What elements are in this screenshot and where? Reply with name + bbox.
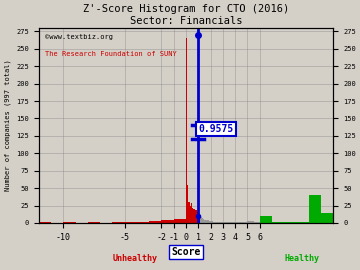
Bar bbox=[309, 195, 321, 223]
Bar bbox=[226, 222, 228, 223]
Bar bbox=[272, 222, 284, 223]
Bar bbox=[199, 217, 201, 223]
Bar bbox=[253, 222, 260, 223]
Bar bbox=[201, 217, 202, 223]
Bar bbox=[234, 222, 235, 223]
Bar bbox=[213, 222, 214, 223]
Bar bbox=[197, 212, 198, 223]
Bar bbox=[297, 222, 309, 223]
Bar bbox=[220, 222, 222, 223]
Bar bbox=[174, 219, 186, 223]
Text: ©www.textbiz.org: ©www.textbiz.org bbox=[45, 34, 113, 40]
Bar bbox=[225, 222, 226, 223]
Bar bbox=[204, 220, 206, 223]
Bar bbox=[88, 222, 100, 223]
Bar bbox=[195, 210, 196, 223]
Bar bbox=[260, 216, 272, 223]
Bar bbox=[229, 222, 230, 223]
Bar bbox=[63, 222, 76, 223]
Bar bbox=[222, 222, 223, 223]
Bar bbox=[224, 222, 225, 223]
Bar bbox=[190, 205, 191, 223]
Bar bbox=[284, 222, 297, 223]
Bar bbox=[203, 219, 204, 223]
Text: 0.9575: 0.9575 bbox=[198, 124, 234, 134]
Bar bbox=[216, 222, 217, 223]
Bar bbox=[196, 210, 197, 223]
Text: Healthy: Healthy bbox=[284, 254, 319, 263]
Bar bbox=[241, 222, 247, 223]
Bar bbox=[125, 222, 137, 223]
Bar bbox=[198, 215, 199, 223]
Bar bbox=[112, 222, 125, 223]
Bar bbox=[235, 222, 241, 223]
Bar bbox=[39, 222, 51, 223]
Bar bbox=[149, 221, 162, 223]
Bar bbox=[137, 222, 149, 223]
Bar bbox=[233, 222, 234, 223]
Bar bbox=[230, 222, 231, 223]
Bar bbox=[210, 221, 211, 223]
Bar bbox=[202, 218, 203, 223]
Bar bbox=[192, 208, 193, 223]
Bar bbox=[193, 209, 195, 223]
Text: Unhealthy: Unhealthy bbox=[112, 254, 157, 263]
Bar bbox=[189, 202, 190, 223]
Bar bbox=[162, 220, 174, 223]
Bar bbox=[206, 220, 207, 223]
Bar bbox=[321, 212, 360, 223]
Bar bbox=[228, 222, 229, 223]
Title: Z'-Score Histogram for CTO (2016)
Sector: Financials: Z'-Score Histogram for CTO (2016) Sector… bbox=[83, 4, 289, 26]
Bar bbox=[247, 221, 253, 223]
Bar bbox=[208, 220, 210, 223]
Y-axis label: Number of companies (997 total): Number of companies (997 total) bbox=[4, 60, 11, 191]
Bar bbox=[191, 204, 192, 223]
Bar bbox=[214, 222, 216, 223]
Text: The Research Foundation of SUNY: The Research Foundation of SUNY bbox=[45, 51, 176, 57]
X-axis label: Score: Score bbox=[171, 247, 201, 257]
Bar bbox=[187, 185, 189, 223]
Bar bbox=[219, 222, 220, 223]
Bar bbox=[211, 221, 212, 223]
Bar bbox=[212, 221, 213, 223]
Bar bbox=[186, 38, 187, 223]
Bar bbox=[217, 222, 218, 223]
Bar bbox=[223, 222, 224, 223]
Bar bbox=[218, 222, 219, 223]
Bar bbox=[231, 222, 233, 223]
Bar bbox=[207, 220, 208, 223]
